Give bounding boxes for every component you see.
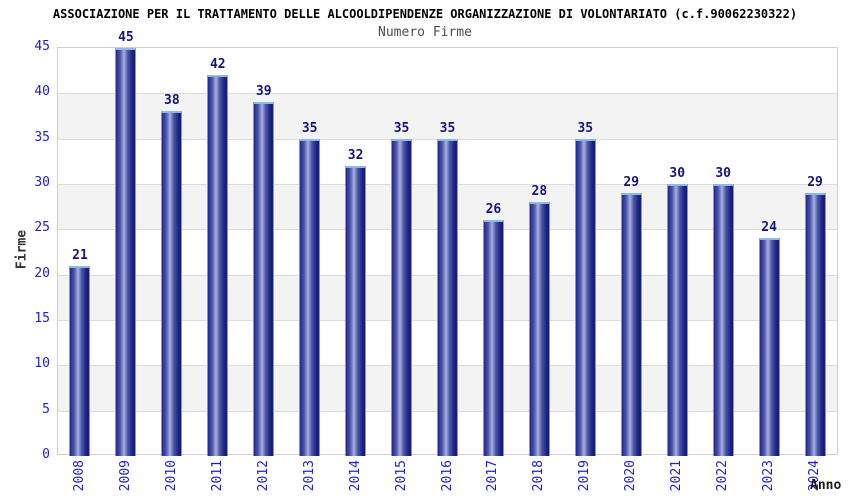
y-tick-label: 15 <box>34 311 50 326</box>
bar-2024 <box>804 193 826 456</box>
y-tick-label: 45 <box>34 39 50 54</box>
bar-value-label: 28 <box>531 184 548 200</box>
y-tick-label: 10 <box>34 356 50 372</box>
bar-2012 <box>253 102 275 456</box>
bar-2023 <box>758 238 780 456</box>
bar-value-label: 45 <box>118 30 134 45</box>
y-tick-label: 0 <box>42 447 50 462</box>
x-tick-label: 2016 <box>439 460 455 492</box>
bar-value-label: 30 <box>669 166 686 181</box>
bar-2019 <box>574 138 596 456</box>
x-tick-label: 2023 <box>761 460 777 492</box>
bar-value-label: 29 <box>623 175 640 191</box>
bar-value-label: 30 <box>715 166 731 181</box>
y-tick-label: 20 <box>34 265 50 281</box>
bar-2020 <box>620 193 642 456</box>
x-tick-label: 2021 <box>669 460 685 492</box>
bar-value-label: 32 <box>347 147 364 163</box>
x-tick-label: 2011 <box>209 460 225 492</box>
bar-value-label: 21 <box>72 247 88 263</box>
bar-2018 <box>528 202 550 456</box>
bar-value-label: 35 <box>301 120 318 136</box>
bar-2010 <box>161 111 183 456</box>
bar-value-label: 39 <box>255 84 272 100</box>
x-axis-label: Anno <box>810 478 842 493</box>
bar-value-label: 29 <box>807 175 823 191</box>
y-tick-label: 30 <box>34 175 50 190</box>
bar-2009 <box>115 48 137 456</box>
chart-title: ASSOCIAZIONE PER IL TRATTAMENTO DELLE AL… <box>52 7 798 21</box>
y-tick-label: 25 <box>34 220 50 236</box>
bar-value-label: 26 <box>485 202 502 218</box>
bar-value-label: 42 <box>209 57 226 73</box>
band <box>58 93 837 139</box>
x-tick-label: 2018 <box>531 460 547 492</box>
bar-2008 <box>69 265 91 456</box>
x-tick-label: 2009 <box>117 460 133 492</box>
bar-value-label: 35 <box>439 120 456 136</box>
x-tick-label: 2022 <box>715 460 731 492</box>
x-tick-label: 2017 <box>485 460 501 492</box>
x-tick-label: 2019 <box>577 460 593 492</box>
bar-value-label: 24 <box>761 220 777 236</box>
x-tick-label: 2008 <box>71 460 87 492</box>
gridline <box>58 93 837 95</box>
x-tick-label: 2015 <box>393 460 409 492</box>
bar-2011 <box>207 75 229 456</box>
chart-subtitle: Numero Firme <box>378 25 472 40</box>
bar-2017 <box>482 220 504 456</box>
x-tick-label: 2014 <box>347 460 363 492</box>
bar-value-label: 35 <box>393 120 410 136</box>
y-tick-label: 35 <box>34 129 50 145</box>
x-tick-label: 2012 <box>255 460 271 492</box>
x-tick-label: 2013 <box>301 460 317 492</box>
y-tick-label: 40 <box>34 84 50 100</box>
x-tick-label: 2010 <box>163 460 179 492</box>
bar-value-label: 38 <box>164 93 180 109</box>
bar-2014 <box>345 165 367 456</box>
bar-2013 <box>299 138 321 456</box>
x-tick-label: 2020 <box>623 460 639 492</box>
bar-value-label: 35 <box>577 120 594 136</box>
y-tick-label: 5 <box>42 401 50 417</box>
plot-area <box>57 47 838 456</box>
bar-2015 <box>391 138 413 456</box>
bar-2021 <box>666 184 688 456</box>
bar-2016 <box>437 138 458 456</box>
bar-2022 <box>712 184 734 456</box>
